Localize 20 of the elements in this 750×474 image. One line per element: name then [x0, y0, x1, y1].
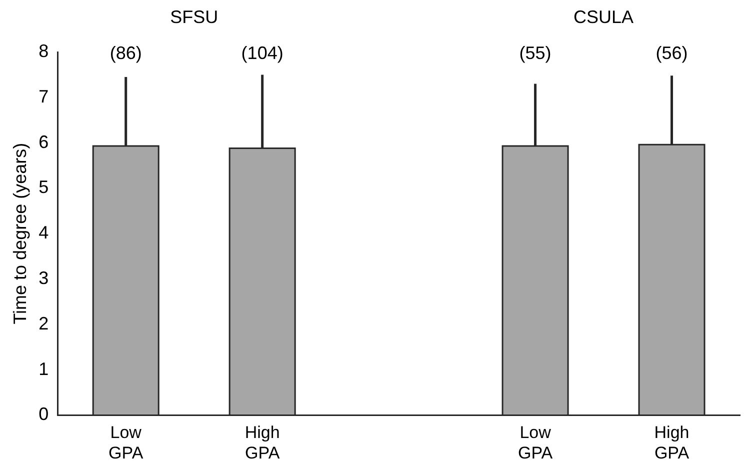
x-tick-label: High GPA	[654, 423, 690, 462]
y-tick-label: 1	[38, 358, 49, 379]
y-tick-label: 0	[38, 404, 49, 424]
annotation: (86)	[110, 42, 142, 63]
y-tick-label: 4	[38, 222, 49, 243]
x-tick-label: High GPA	[244, 423, 280, 462]
y-axis-title: Time to degree (years)	[10, 142, 30, 324]
y-tick-label: 5	[38, 177, 49, 198]
annotation: (55)	[519, 42, 552, 63]
y-tick-label: 2	[38, 313, 49, 334]
x-tick-label: Low GPA	[518, 423, 554, 462]
y-tick-label: 3	[38, 268, 49, 288]
y-tick-label: 8	[38, 40, 49, 61]
text: SFSU	[170, 6, 218, 27]
y-tick-label: 6	[38, 132, 49, 152]
annotation: (104)	[241, 42, 284, 63]
text: CSULA	[574, 6, 634, 27]
y-tick-label: 7	[38, 86, 49, 106]
annotation: (56)	[656, 42, 688, 63]
x-tick-label: Low GPA	[108, 423, 144, 462]
